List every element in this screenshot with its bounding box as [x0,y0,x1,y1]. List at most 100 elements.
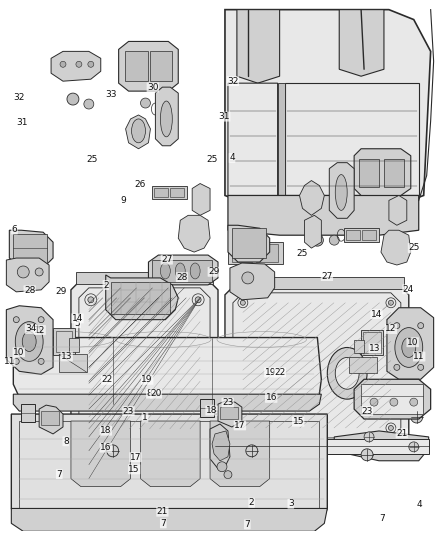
Ellipse shape [217,462,227,472]
Polygon shape [13,337,321,404]
Ellipse shape [274,358,297,389]
Bar [124,51,148,81]
Text: 32: 32 [227,77,239,86]
Text: 11: 11 [413,352,425,361]
Bar [346,230,360,240]
Polygon shape [106,275,178,320]
Ellipse shape [15,321,43,361]
Ellipse shape [394,322,400,329]
Ellipse shape [395,328,423,367]
Ellipse shape [88,424,94,430]
Ellipse shape [123,345,166,401]
Polygon shape [7,306,53,374]
Text: 2: 2 [249,498,254,507]
Ellipse shape [190,263,200,279]
Ellipse shape [22,332,36,351]
Ellipse shape [240,300,245,305]
Text: 6: 6 [11,225,18,234]
Polygon shape [339,10,384,76]
Ellipse shape [84,99,94,109]
Polygon shape [230,263,275,300]
Polygon shape [285,83,419,196]
Text: 17: 17 [130,453,141,462]
Text: 5: 5 [74,319,81,328]
Bar [344,228,379,242]
Ellipse shape [107,445,119,457]
Text: 19: 19 [141,375,153,384]
Text: 34: 34 [25,325,37,334]
Text: 27: 27 [161,255,173,264]
Bar [150,51,172,81]
Ellipse shape [389,300,393,305]
Text: 22: 22 [102,375,113,384]
Polygon shape [300,181,324,215]
Text: 18: 18 [206,406,217,415]
Polygon shape [329,163,354,219]
Text: 12: 12 [385,325,396,334]
Text: 10: 10 [13,348,25,357]
Polygon shape [7,258,49,292]
Text: 2: 2 [103,280,109,289]
Ellipse shape [13,317,19,322]
Polygon shape [119,42,178,91]
Polygon shape [9,230,53,268]
Bar [232,244,252,262]
Ellipse shape [329,235,339,245]
Bar [152,185,187,199]
Ellipse shape [131,119,145,143]
Ellipse shape [224,471,232,479]
Polygon shape [126,115,150,149]
Text: 29: 29 [208,267,219,276]
Ellipse shape [390,398,398,406]
Text: 25: 25 [296,249,307,258]
Polygon shape [389,196,407,225]
Bar [152,260,212,282]
Ellipse shape [394,365,400,370]
Ellipse shape [335,175,347,211]
Text: 23: 23 [123,407,134,416]
Text: 7: 7 [57,470,62,479]
Text: 10: 10 [407,338,418,347]
Text: 1: 1 [142,413,148,422]
Text: 22: 22 [274,368,286,377]
Bar [278,83,285,211]
Bar [230,277,404,289]
Text: 4: 4 [417,500,422,510]
Ellipse shape [141,98,150,108]
Text: 33: 33 [106,90,117,99]
Ellipse shape [17,266,29,278]
Ellipse shape [335,358,359,389]
Ellipse shape [242,272,254,284]
Text: 21: 21 [396,429,407,438]
Ellipse shape [195,424,201,430]
Bar [111,282,170,314]
Ellipse shape [266,348,305,399]
Polygon shape [210,424,230,469]
Ellipse shape [67,93,79,105]
Text: 25: 25 [86,155,98,164]
Text: 7: 7 [244,520,250,529]
Bar [363,332,381,353]
Polygon shape [215,437,319,467]
Bar [21,404,35,422]
Ellipse shape [88,61,94,67]
Ellipse shape [364,432,374,442]
Bar [69,337,79,352]
Text: 13: 13 [369,344,381,353]
Bar [225,446,409,454]
Polygon shape [212,431,230,461]
Ellipse shape [370,398,378,406]
Bar [76,272,213,284]
Ellipse shape [418,365,424,370]
Ellipse shape [311,234,323,246]
Bar [361,329,383,356]
Text: 7: 7 [379,514,385,522]
Ellipse shape [411,411,423,423]
Bar [256,244,278,262]
Text: 23: 23 [361,407,373,416]
Text: 11: 11 [4,357,15,366]
Polygon shape [141,421,200,487]
Polygon shape [354,149,411,196]
Bar [215,439,429,454]
Polygon shape [178,215,210,252]
